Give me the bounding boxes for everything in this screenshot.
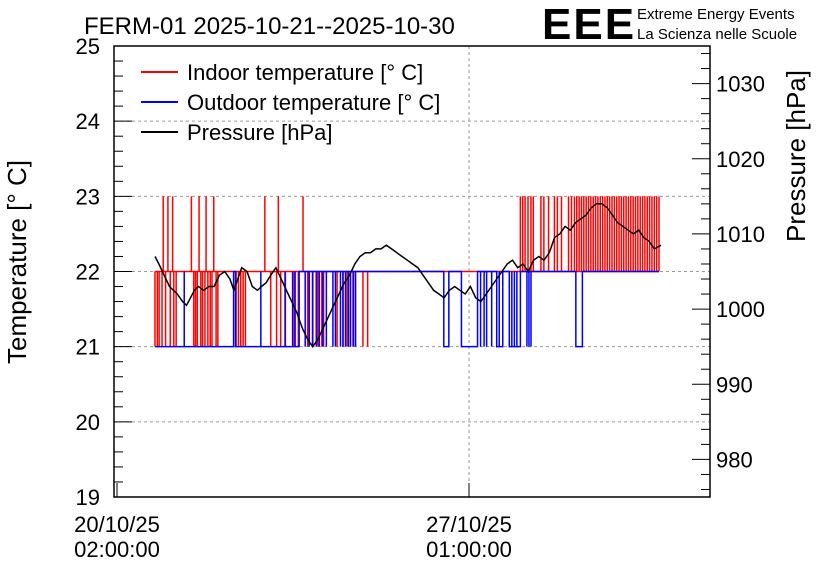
x-tick-label: 02:00:00 xyxy=(74,537,160,562)
y-tick-label: 24 xyxy=(76,109,100,134)
logo-line1: Extreme Energy Events xyxy=(637,6,795,23)
eee-logo: EEE Extreme Energy Events La Scienza nel… xyxy=(542,0,797,49)
y-tick-label: 23 xyxy=(76,184,100,209)
legend-label: Outdoor temperature [° C] xyxy=(187,90,440,115)
y2-tick-label: 990 xyxy=(716,372,753,397)
logo-eee: EEE xyxy=(542,0,636,49)
y2-axis-label: Pressure [hPa] xyxy=(781,70,811,242)
y-tick-label: 22 xyxy=(76,260,100,285)
y2-tick-label: 1030 xyxy=(716,72,765,97)
y2-tick-label: 980 xyxy=(716,447,753,472)
y-axis-label: Temperature [° C] xyxy=(2,160,32,364)
y-tick-label: 25 xyxy=(76,34,100,59)
y2-tick-label: 1000 xyxy=(716,297,765,322)
x-tick-label: 20/10/25 xyxy=(74,512,160,537)
axes: 19 20 21 22 23 24 25 980 990 1000 1010 1020 1030 20/1… xyxy=(74,34,765,562)
y-tick-label: 20 xyxy=(76,410,100,435)
x-tick-label: 01:00:00 xyxy=(426,537,512,562)
outdoor-steps xyxy=(155,270,659,348)
y2-tick-label: 1010 xyxy=(716,222,765,247)
x-tick-label: 27/10/25 xyxy=(426,512,512,537)
legend-label: Pressure [hPa] xyxy=(187,120,333,145)
logo-line2: La Scienza nelle Scuole xyxy=(637,26,797,43)
chart-title: FERM-01 2025-10-21--2025-10-30 xyxy=(84,13,455,40)
legend: Indoor temperature [° C] Outdoor temperat… xyxy=(141,60,440,145)
pressure-line xyxy=(154,203,662,349)
y2-tick-label: 1020 xyxy=(716,147,765,172)
y-tick-label: 19 xyxy=(76,485,100,510)
y-tick-label: 21 xyxy=(76,335,100,360)
legend-label: Indoor temperature [° C] xyxy=(187,60,423,85)
pressure-series xyxy=(154,203,662,349)
outdoor-temperature-series xyxy=(155,270,659,348)
